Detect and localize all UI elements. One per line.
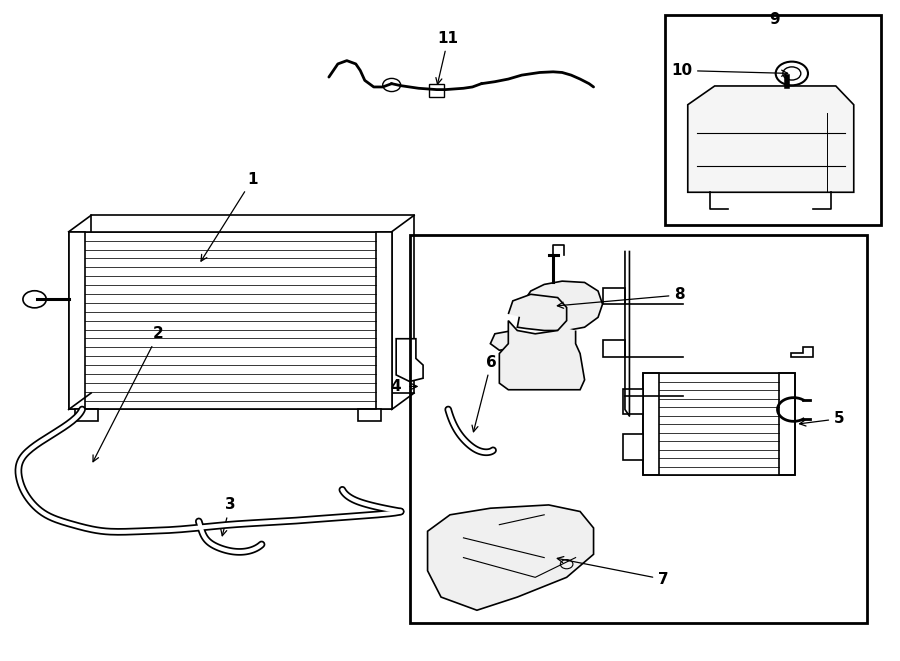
Polygon shape [396,338,423,381]
Text: 10: 10 [670,63,788,78]
Circle shape [382,79,400,92]
Polygon shape [602,340,625,357]
Polygon shape [75,409,98,421]
Text: 7: 7 [557,557,669,587]
Bar [665,15,881,225]
Circle shape [776,61,808,85]
Polygon shape [429,85,444,97]
Bar [779,373,796,475]
Polygon shape [602,288,625,304]
Text: 3: 3 [220,498,236,536]
Polygon shape [491,330,525,350]
Text: 9: 9 [770,13,780,27]
Text: 1: 1 [201,172,258,261]
Text: 2: 2 [93,327,164,462]
Bar [623,389,643,414]
Polygon shape [791,347,814,357]
Bar [643,373,796,475]
Text: 4: 4 [390,379,400,394]
Polygon shape [500,294,585,390]
Bar [623,434,643,460]
Polygon shape [428,505,594,610]
Text: 11: 11 [436,31,459,84]
Bar [410,235,868,623]
Text: 6: 6 [472,354,497,432]
Circle shape [22,291,46,308]
Bar [375,232,392,409]
Circle shape [783,67,801,80]
Bar [68,232,391,409]
Polygon shape [518,281,602,330]
Polygon shape [688,86,854,192]
Bar [643,373,659,475]
Polygon shape [357,409,381,421]
Bar [68,232,85,409]
Text: 5: 5 [799,411,845,426]
Text: 8: 8 [557,288,685,308]
